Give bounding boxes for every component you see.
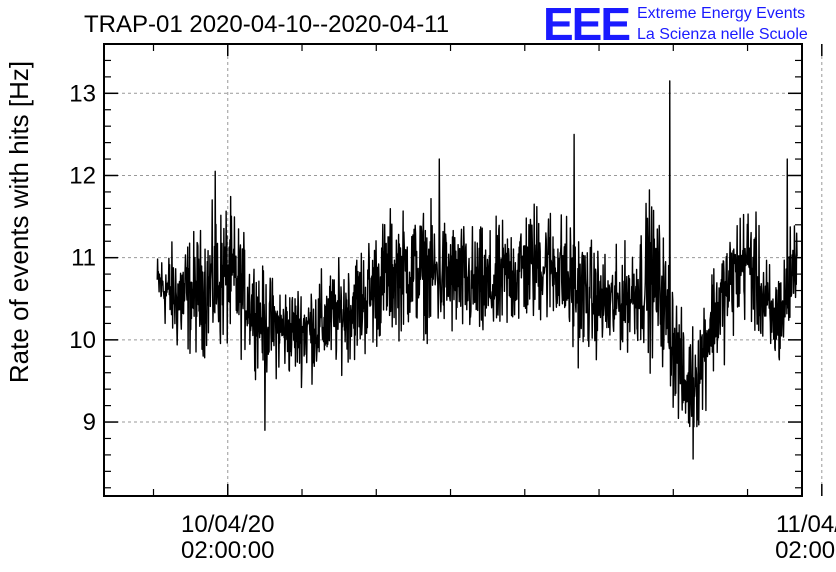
series-rate (156, 80, 798, 460)
y-tick-label: 11 (71, 245, 96, 272)
x-tick-time: 02:00:00 (775, 537, 836, 564)
y-tick-label: 9 (83, 409, 96, 436)
logo-line-1: Extreme Energy Events (637, 5, 805, 22)
eee-logo-mark: EEE (543, 0, 629, 50)
y-tick-label: 12 (69, 162, 96, 189)
y-tick-label: 10 (69, 327, 96, 354)
y-tick-labels: 9 10 11 12 13 (69, 80, 96, 436)
chart-title: TRAP-01 2020-04-10--2020-04-11 (84, 11, 449, 38)
y-axis-label: Rate of events with hits [Hz] (4, 61, 34, 383)
x-tick-time: 02:00:00 (181, 537, 274, 564)
axis-ticks (104, 43, 823, 496)
x-tick-date: 11/04/20 (776, 511, 836, 538)
eee-logo: EEE Extreme Energy Events La Scienza nel… (543, 0, 808, 50)
x-tick-date: 10/04/20 (181, 511, 274, 538)
rate-series-line (156, 80, 798, 460)
y-tick-label: 13 (69, 80, 96, 107)
plot-frame (103, 43, 803, 497)
logo-line-2: La Scienza nelle Scuole (637, 26, 808, 43)
